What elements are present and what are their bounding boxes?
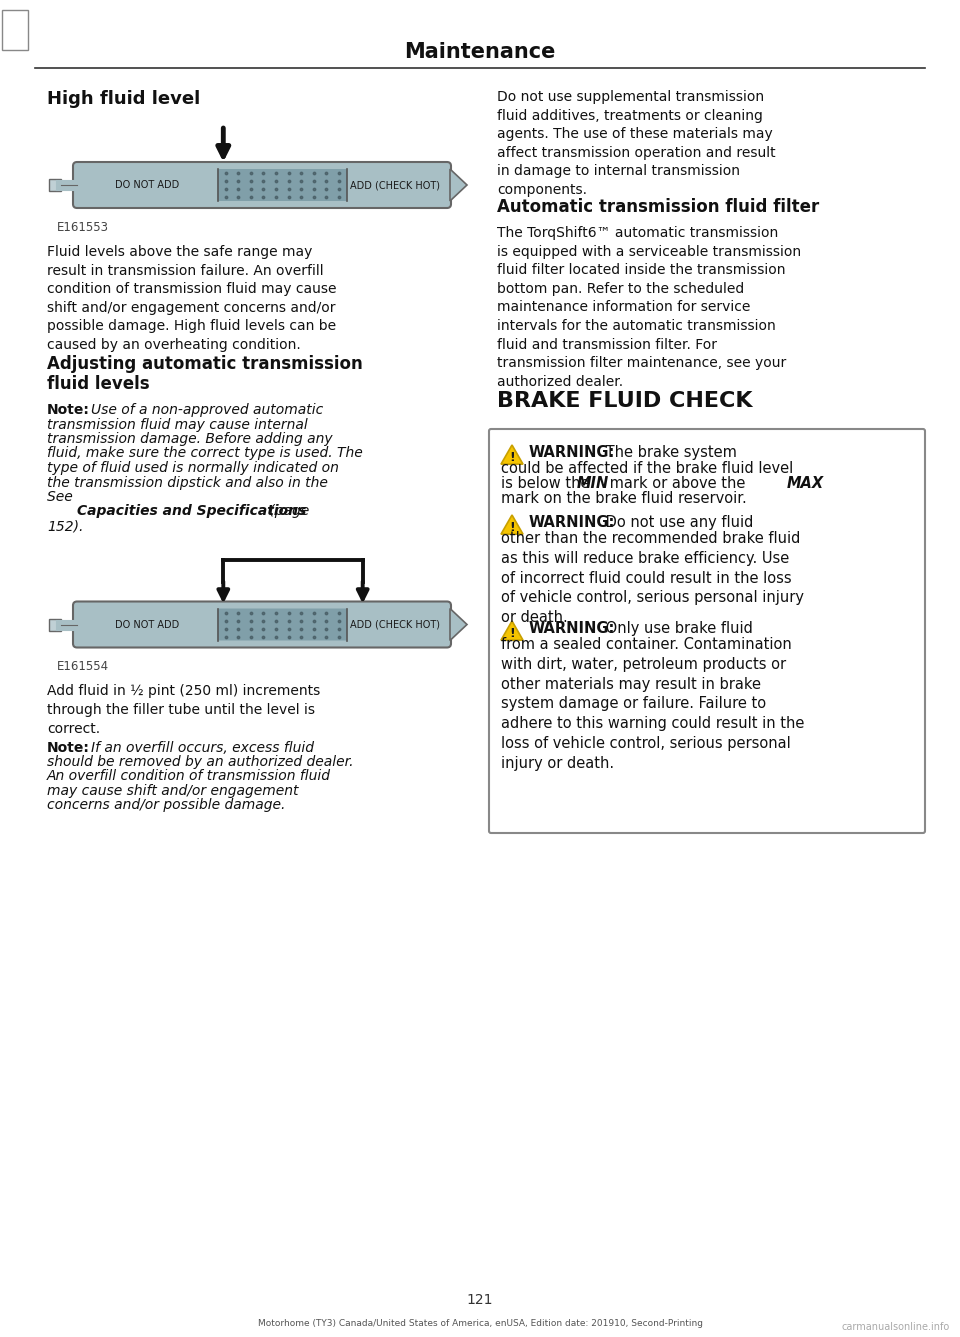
Text: the transmission dipstick and also in the: the transmission dipstick and also in th…	[47, 476, 328, 489]
Text: Adjusting automatic transmission: Adjusting automatic transmission	[47, 356, 363, 373]
Text: MIN: MIN	[577, 476, 610, 491]
Text: An overfill condition of transmission fluid: An overfill condition of transmission fl…	[47, 770, 331, 783]
Polygon shape	[501, 515, 523, 535]
Text: (page: (page	[265, 504, 309, 519]
Text: If an overfill occurs, excess fluid: If an overfill occurs, excess fluid	[91, 741, 314, 754]
Text: Do not use supplemental transmission
fluid additives, treatments or cleaning
age: Do not use supplemental transmission flu…	[497, 90, 776, 197]
Text: DO NOT ADD: DO NOT ADD	[115, 180, 180, 190]
Text: 152).: 152).	[47, 519, 84, 533]
Text: Capacities and Specifications: Capacities and Specifications	[77, 504, 306, 519]
Text: could be affected if the brake fluid level: could be affected if the brake fluid lev…	[501, 461, 793, 476]
Text: should be removed by an authorized dealer.: should be removed by an authorized deale…	[47, 755, 353, 769]
Polygon shape	[501, 620, 523, 640]
Text: Automatic transmission fluid filter: Automatic transmission fluid filter	[497, 198, 819, 217]
Text: Maintenance: Maintenance	[404, 41, 556, 62]
Text: Note:: Note:	[47, 402, 90, 417]
Text: Note:: Note:	[47, 741, 90, 754]
Text: Do not use any fluid: Do not use any fluid	[601, 515, 754, 529]
Text: WARNING:: WARNING:	[529, 515, 615, 529]
Text: carmanualsonline.info: carmanualsonline.info	[842, 1322, 950, 1332]
Bar	[49, 179, 61, 191]
Text: See: See	[47, 489, 77, 504]
Polygon shape	[501, 445, 523, 464]
Text: fluid, make sure the correct type is used. The: fluid, make sure the correct type is use…	[47, 447, 363, 460]
Text: concerns and/or possible damage.: concerns and/or possible damage.	[47, 798, 285, 813]
Bar	[2, 9, 28, 49]
Bar	[49, 619, 61, 631]
Text: transmission damage. Before adding any: transmission damage. Before adding any	[47, 432, 332, 447]
FancyBboxPatch shape	[489, 429, 925, 833]
Text: mark or above the: mark or above the	[605, 476, 750, 491]
Text: mark on the brake fluid reservoir.: mark on the brake fluid reservoir.	[501, 491, 747, 505]
FancyBboxPatch shape	[73, 602, 451, 647]
Text: !: !	[509, 627, 515, 640]
Text: from a sealed container. Contamination
with dirt, water, petroleum products or
o: from a sealed container. Contamination w…	[501, 636, 804, 771]
Text: !: !	[509, 452, 515, 464]
Text: MAX: MAX	[787, 476, 824, 491]
Text: is below the: is below the	[501, 476, 594, 491]
Text: WARNING:: WARNING:	[529, 620, 615, 636]
Text: transmission fluid may cause internal: transmission fluid may cause internal	[47, 417, 308, 432]
Text: Only use brake fluid: Only use brake fluid	[601, 620, 753, 636]
Text: Use of a non-approved automatic: Use of a non-approved automatic	[91, 402, 324, 417]
Text: BRAKE FLUID CHECK: BRAKE FLUID CHECK	[497, 390, 753, 410]
Text: other than the recommended brake fluid
as this will reduce brake efficiency. Use: other than the recommended brake fluid a…	[501, 531, 804, 626]
Text: High fluid level: High fluid level	[47, 90, 201, 108]
Text: Fluid levels above the safe range may
result in transmission failure. An overfil: Fluid levels above the safe range may re…	[47, 245, 337, 352]
FancyBboxPatch shape	[218, 168, 348, 201]
FancyBboxPatch shape	[218, 608, 348, 640]
Text: WARNING:: WARNING:	[529, 445, 615, 460]
Text: ADD (CHECK HOT): ADD (CHECK HOT)	[350, 619, 441, 630]
FancyBboxPatch shape	[73, 162, 451, 209]
Text: The TorqShift6™ automatic transmission
is equipped with a serviceable transmissi: The TorqShift6™ automatic transmission i…	[497, 226, 802, 389]
Text: E161554: E161554	[57, 660, 109, 674]
Text: 121: 121	[467, 1293, 493, 1308]
Text: E161553: E161553	[57, 221, 109, 234]
Text: type of fluid used is normally indicated on: type of fluid used is normally indicated…	[47, 461, 339, 475]
Text: !: !	[509, 521, 515, 535]
Text: DO NOT ADD: DO NOT ADD	[115, 619, 180, 630]
Text: may cause shift and/or engagement: may cause shift and/or engagement	[47, 783, 299, 798]
Text: Motorhome (TY3) Canada/United States of America, enUSA, Edition date: 201910, Se: Motorhome (TY3) Canada/United States of …	[257, 1318, 703, 1328]
Text: fluid levels: fluid levels	[47, 374, 150, 393]
Text: ADD (CHECK HOT): ADD (CHECK HOT)	[350, 180, 441, 190]
Polygon shape	[450, 608, 467, 640]
Polygon shape	[450, 168, 467, 201]
Text: Add fluid in ½ pint (250 ml) increments
through the filler tube until the level : Add fluid in ½ pint (250 ml) increments …	[47, 685, 321, 735]
Text: The brake system: The brake system	[601, 445, 737, 460]
